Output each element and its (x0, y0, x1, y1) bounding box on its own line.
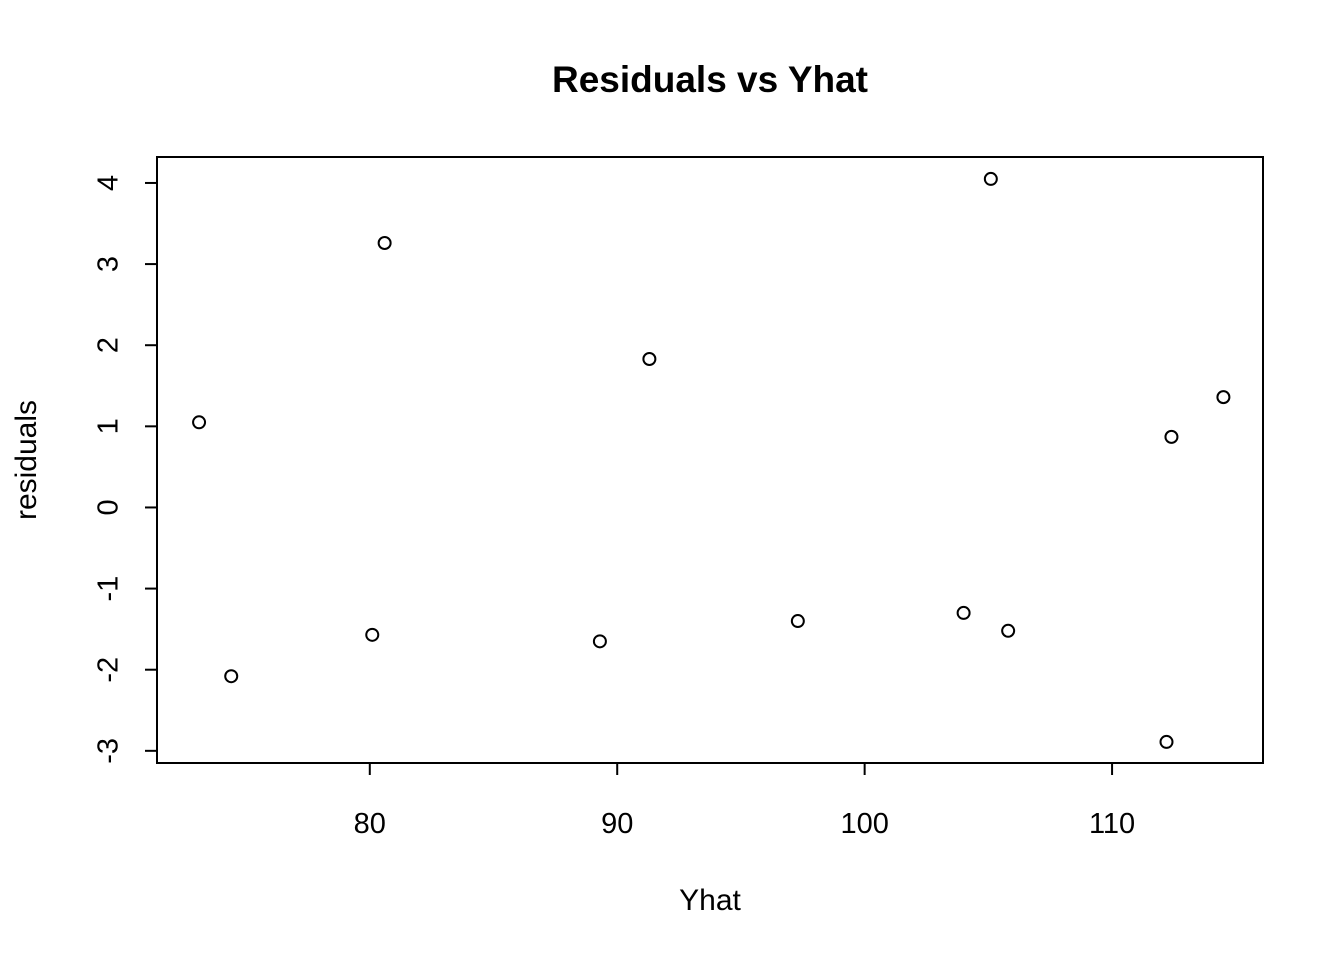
y-axis-label: residuals (10, 400, 43, 520)
y-tick-label: 0 (93, 499, 125, 515)
y-tick-label: 3 (93, 256, 125, 272)
y-tick-label: -3 (93, 738, 125, 764)
y-tick-label: 1 (93, 418, 125, 434)
data-points (192, 171, 1231, 749)
chart-title: Residuals vs Yhat (552, 59, 868, 100)
y-axis: -3 -2 -1 0 1 2 3 4 (93, 175, 158, 764)
data-point (1164, 429, 1179, 444)
data-point (365, 627, 380, 642)
data-point (224, 669, 239, 684)
y-tick-label: 4 (93, 175, 125, 191)
x-axis: 80 90 100 110 (354, 762, 1135, 840)
data-point (956, 605, 971, 620)
data-point (592, 634, 607, 649)
x-tick-label: 90 (601, 808, 633, 840)
data-point (1159, 734, 1174, 749)
x-tick-label: 110 (1089, 808, 1135, 840)
data-point (377, 235, 392, 250)
data-point (983, 171, 998, 186)
data-point (1001, 623, 1016, 638)
y-tick-label: -2 (93, 657, 125, 683)
y-tick-label: 2 (93, 337, 125, 353)
x-axis-label: Yhat (679, 884, 741, 917)
data-point (642, 352, 657, 366)
plot-frame (156, 156, 1264, 764)
x-tick-label: 80 (354, 808, 386, 840)
data-point (192, 415, 207, 430)
data-point (1216, 390, 1231, 405)
data-point (790, 614, 805, 629)
x-tick-label: 100 (840, 808, 888, 840)
y-tick-label: -1 (93, 576, 125, 602)
